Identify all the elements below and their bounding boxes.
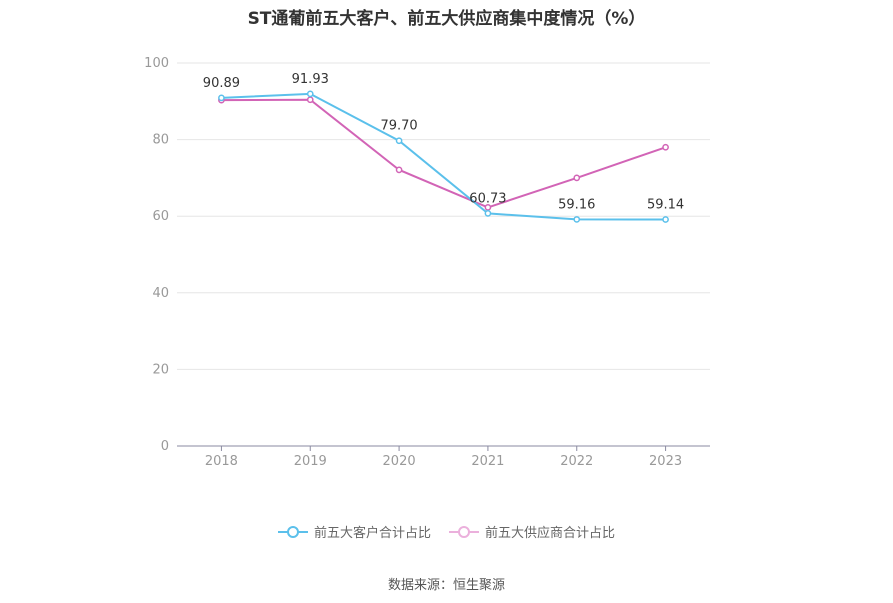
- x-tick-label: 2023: [649, 454, 682, 469]
- y-tick-label: 60: [152, 209, 169, 224]
- data-labels: 90.89 91.93 79.70 60.73 59.16 59.14: [203, 72, 684, 213]
- data-point: [306, 96, 314, 104]
- x-tick-label: 2020: [383, 454, 416, 469]
- data-point: [218, 94, 225, 102]
- series-line-1: [221, 98, 666, 209]
- x-tick-label: 2019: [294, 454, 327, 469]
- legend: 前五大客户合计占比 前五大供应商合计占比: [0, 522, 893, 541]
- legend-swatch-customers-icon: [277, 525, 308, 539]
- data-label: 91.93: [292, 72, 329, 87]
- data-label: 79.70: [380, 119, 417, 134]
- y-tick-label: 80: [152, 133, 169, 148]
- legend-label-customers: 前五大客户合计占比: [313, 526, 431, 541]
- legend-label-suppliers: 前五大供应商合计占比: [485, 526, 616, 541]
- line-chart: 0 20 40 60 80 100 2018 2019 2020 2021 2022 2023 90…: [144, 56, 710, 469]
- x-tick-label: 2022: [560, 454, 593, 469]
- data-point: [662, 216, 669, 223]
- data-point: [395, 166, 403, 174]
- data-label: 60.73: [469, 191, 506, 206]
- x-tick-label: 2021: [471, 454, 504, 469]
- data-source: 数据来源：恒生聚源: [387, 578, 505, 593]
- data-label: 59.14: [647, 197, 684, 212]
- y-axis-ticks: 0 20 40 60 80 100: [144, 56, 169, 454]
- data-point: [484, 210, 492, 217]
- data-point: [573, 174, 581, 182]
- data-label: 90.89: [203, 76, 240, 91]
- legend-swatch-suppliers-icon: [449, 525, 479, 539]
- y-tick-label: 40: [152, 286, 169, 301]
- x-axis: 2018 2019 2020 2021 2022 2023: [177, 445, 710, 469]
- data-point: [306, 90, 314, 98]
- data-point: [573, 216, 581, 223]
- grid-lines: [177, 62, 710, 370]
- chart-title: ST通葡前五大客户、前五大供应商集中度情况（%）: [247, 9, 646, 29]
- y-tick-label: 0: [161, 439, 169, 454]
- y-tick-label: 20: [152, 362, 169, 377]
- series-line-0: [221, 92, 666, 221]
- series-lines: [218, 90, 669, 223]
- data-point: [395, 137, 403, 145]
- x-tick-label: 2018: [205, 454, 238, 469]
- data-point: [662, 143, 669, 151]
- y-tick-label: 100: [144, 56, 169, 71]
- data-point: [484, 204, 492, 211]
- data-label: 59.16: [558, 197, 595, 212]
- legend-item-suppliers[interactable]: 前五大供应商合计占比: [449, 522, 615, 541]
- legend-item-customers[interactable]: 前五大客户合计占比: [277, 522, 431, 541]
